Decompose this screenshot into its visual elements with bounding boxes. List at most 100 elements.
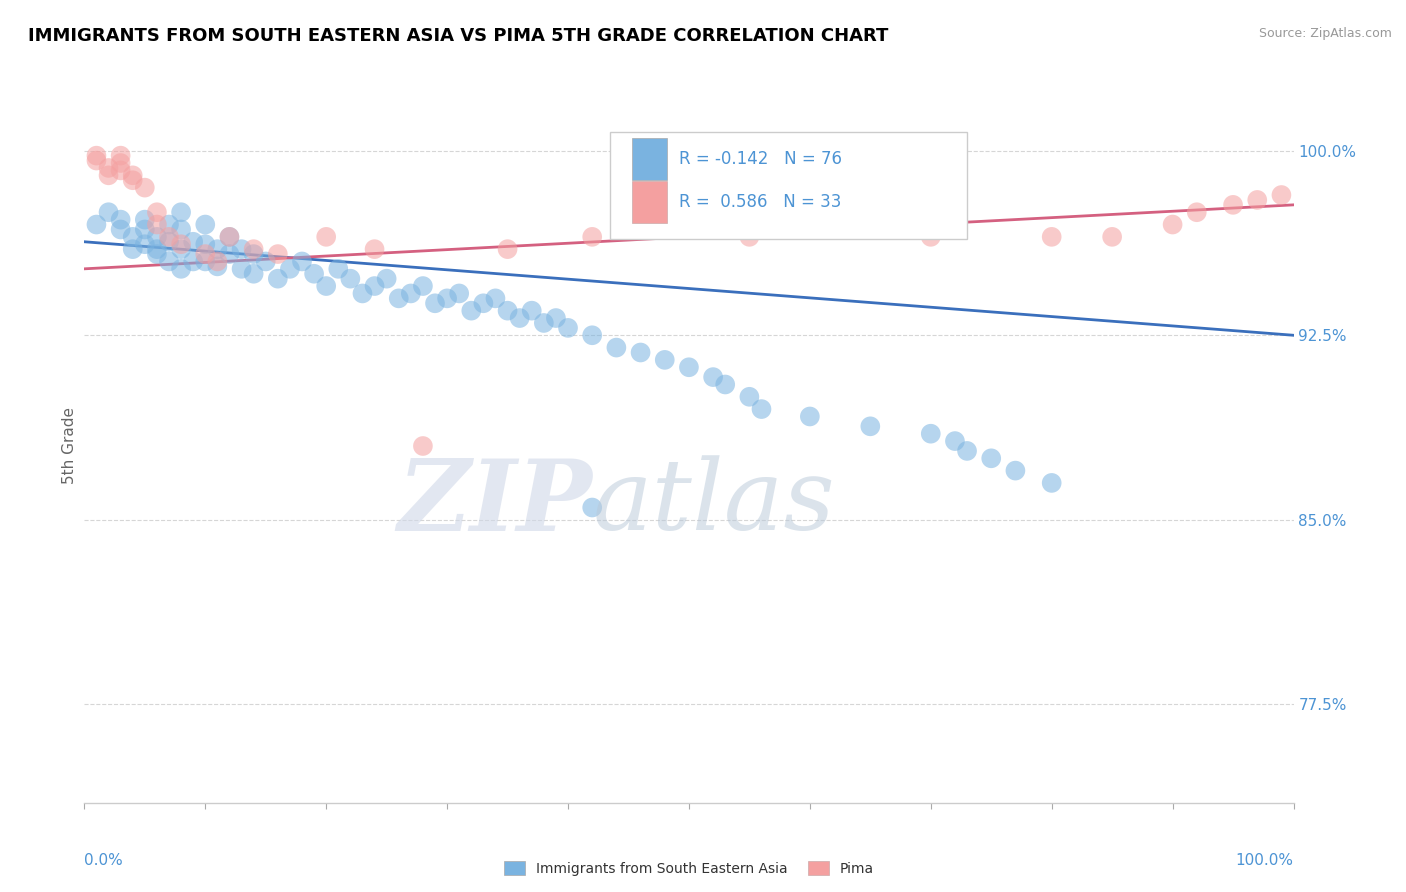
Point xyxy=(412,439,434,453)
Point xyxy=(1040,230,1063,244)
Point xyxy=(472,296,495,310)
Point xyxy=(134,222,156,236)
Point xyxy=(207,254,229,268)
Point xyxy=(207,260,229,274)
Point xyxy=(134,237,156,252)
Text: ZIP: ZIP xyxy=(398,455,592,551)
Point xyxy=(194,254,217,268)
Point xyxy=(194,237,217,252)
Point xyxy=(170,261,193,276)
Point xyxy=(315,279,337,293)
Point xyxy=(859,419,882,434)
Point xyxy=(181,254,204,268)
Point xyxy=(738,390,761,404)
Point xyxy=(218,230,240,244)
Point xyxy=(170,242,193,256)
FancyBboxPatch shape xyxy=(633,137,668,180)
Point xyxy=(181,235,204,249)
Text: Source: ZipAtlas.com: Source: ZipAtlas.com xyxy=(1258,27,1392,40)
Point xyxy=(110,212,132,227)
Point xyxy=(1101,230,1123,244)
Point xyxy=(134,212,156,227)
Point xyxy=(97,161,120,175)
Point xyxy=(460,303,482,318)
Point xyxy=(363,279,385,293)
Point xyxy=(423,296,446,310)
Point xyxy=(388,291,411,305)
Point xyxy=(170,237,193,252)
Point xyxy=(207,242,229,256)
Point xyxy=(484,291,506,305)
Point xyxy=(496,242,519,256)
Point xyxy=(399,286,422,301)
Point xyxy=(267,271,290,285)
Point xyxy=(146,218,169,232)
Point xyxy=(980,451,1002,466)
Point xyxy=(110,163,132,178)
Point xyxy=(738,230,761,244)
Point xyxy=(363,242,385,256)
Text: IMMIGRANTS FROM SOUTH EASTERN ASIA VS PIMA 5TH GRADE CORRELATION CHART: IMMIGRANTS FROM SOUTH EASTERN ASIA VS PI… xyxy=(28,27,889,45)
Point xyxy=(1185,205,1208,219)
Point xyxy=(242,242,264,256)
Point xyxy=(291,254,314,268)
Point xyxy=(218,230,240,244)
Point xyxy=(97,205,120,219)
Point xyxy=(581,230,603,244)
Point xyxy=(267,247,290,261)
Point xyxy=(581,328,603,343)
Point xyxy=(449,286,471,301)
Point xyxy=(520,303,543,318)
Point xyxy=(412,279,434,293)
Point xyxy=(630,345,652,359)
Point xyxy=(157,218,180,232)
Point xyxy=(702,370,724,384)
Point xyxy=(231,242,253,256)
Point xyxy=(1040,475,1063,490)
Point xyxy=(315,230,337,244)
Point xyxy=(121,230,143,244)
Point xyxy=(920,230,942,244)
Point xyxy=(170,222,193,236)
Point xyxy=(509,311,531,326)
Point xyxy=(375,271,398,285)
Point xyxy=(751,402,773,417)
Legend: Immigrants from South Eastern Asia, Pima: Immigrants from South Eastern Asia, Pima xyxy=(498,855,880,881)
Point xyxy=(278,261,301,276)
Point xyxy=(97,169,120,183)
Point xyxy=(533,316,555,330)
Point xyxy=(146,242,169,256)
Text: R =  0.586   N = 33: R = 0.586 N = 33 xyxy=(679,193,842,211)
Point xyxy=(714,377,737,392)
Point xyxy=(194,218,217,232)
Point xyxy=(920,426,942,441)
Point xyxy=(157,230,180,244)
Point xyxy=(1222,198,1244,212)
Point xyxy=(242,247,264,261)
Text: atlas: atlas xyxy=(592,456,835,550)
Point xyxy=(943,434,966,448)
Point xyxy=(1161,218,1184,232)
Text: 100.0%: 100.0% xyxy=(1236,853,1294,868)
FancyBboxPatch shape xyxy=(633,180,668,223)
Point xyxy=(157,235,180,249)
Point xyxy=(254,254,277,268)
Point xyxy=(121,169,143,183)
Point xyxy=(146,230,169,244)
Point xyxy=(194,247,217,261)
Point xyxy=(146,247,169,261)
Point xyxy=(86,218,108,232)
Point xyxy=(121,173,143,187)
Point xyxy=(1246,193,1268,207)
FancyBboxPatch shape xyxy=(610,132,967,239)
Point xyxy=(110,156,132,170)
Point xyxy=(170,205,193,219)
Point xyxy=(328,261,350,276)
Point xyxy=(557,321,579,335)
Point xyxy=(352,286,374,301)
Point xyxy=(605,341,627,355)
Point xyxy=(302,267,325,281)
Point xyxy=(146,205,169,219)
Point xyxy=(242,267,264,281)
Point xyxy=(1004,464,1026,478)
